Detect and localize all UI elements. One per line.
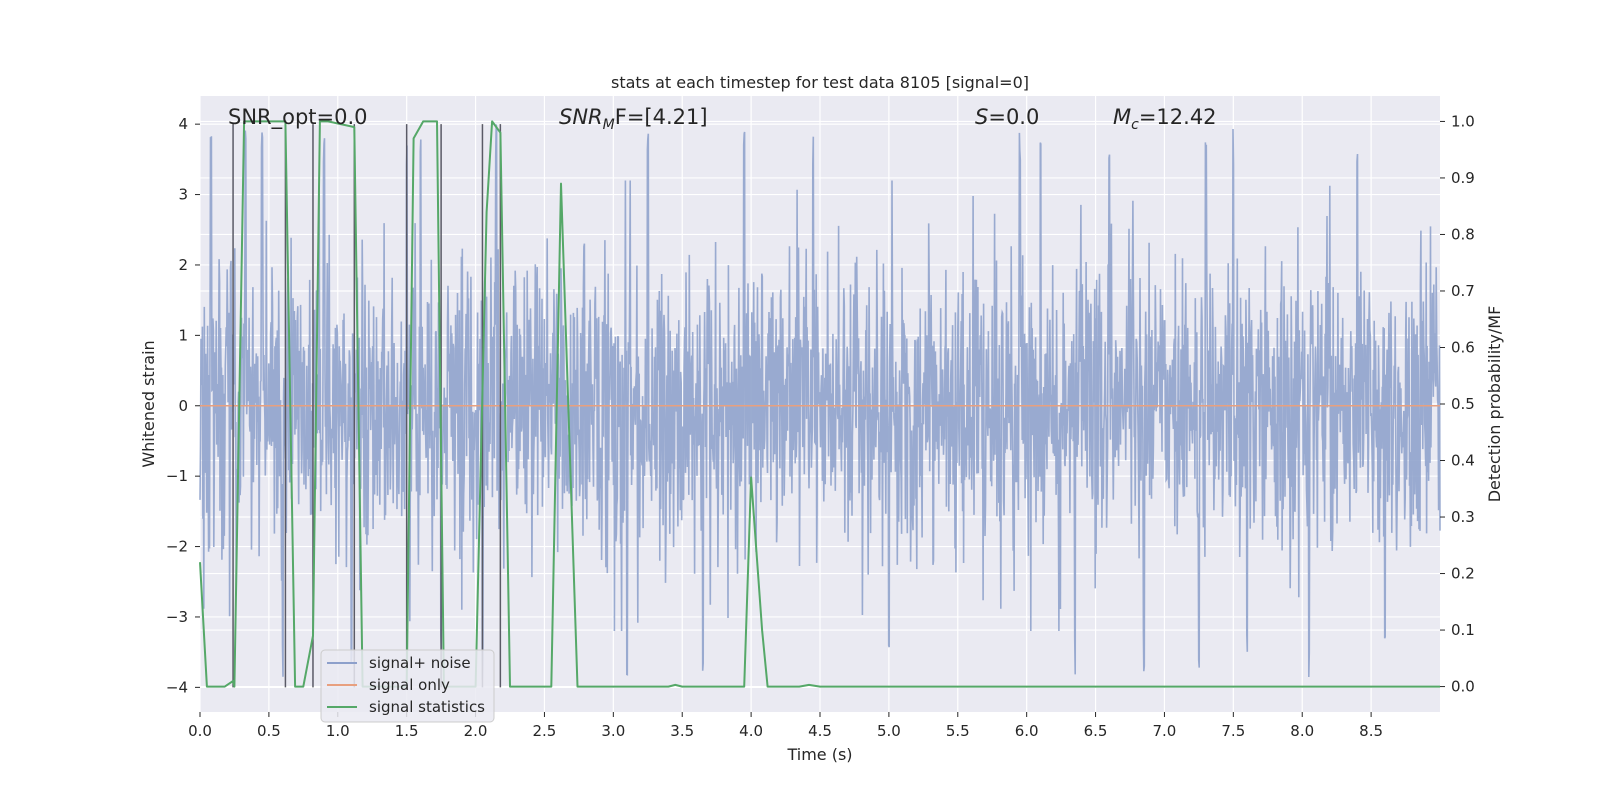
x-tick-label: 8.0 <box>1290 722 1314 740</box>
y2-tick-label: 0.2 <box>1451 565 1475 583</box>
y2-tick-label: 0.3 <box>1451 508 1475 526</box>
snr-mf-sub: M <box>603 117 615 133</box>
s-var: S <box>975 105 988 129</box>
mc-var: M <box>1113 105 1131 129</box>
y2-axis-label: Detection probability/MF <box>1485 306 1504 503</box>
chart-title: stats at each timestep for test data 810… <box>611 73 1029 92</box>
x-tick-label: 6.0 <box>1015 722 1039 740</box>
annotation-mc: Mc=12.42 <box>1113 105 1217 133</box>
y2-tick-label: 1.0 <box>1451 112 1475 130</box>
y-tick-label: 3 <box>178 186 188 204</box>
x-tick-label: 1.5 <box>395 722 419 740</box>
y-tick-label: 2 <box>178 256 188 274</box>
x-tick-label: 5.0 <box>877 722 901 740</box>
event-lines <box>232 124 502 688</box>
y-tick-label: 4 <box>178 115 188 133</box>
x-tick-label: 7.0 <box>1153 722 1177 740</box>
legend-label-signal-noise: signal+ noise <box>369 654 471 672</box>
y-axis-label: Whitened strain <box>139 340 158 467</box>
annotation-snr-mf: SNRMF=[4.21] <box>559 105 708 133</box>
y2-tick-label: 0.4 <box>1451 452 1475 470</box>
legend-label-signal-only: signal only <box>369 676 450 694</box>
x-tick-label: 0.0 <box>188 722 212 740</box>
x-tick-label: 1.0 <box>326 722 350 740</box>
mc-sub: c <box>1131 117 1139 133</box>
y2-tick-label: 0.8 <box>1451 225 1475 243</box>
x-axis-label: Time (s) <box>786 745 852 764</box>
x-tick-label: 2.0 <box>464 722 488 740</box>
legend-box <box>320 649 495 723</box>
y2-tick-label: 0.7 <box>1451 282 1475 300</box>
y-tick-label: −4 <box>166 678 188 696</box>
x-tick-label: 6.5 <box>1084 722 1108 740</box>
y2-tick-label: 0.0 <box>1451 678 1475 696</box>
s-rest: =0.0 <box>988 105 1039 129</box>
mc-rest: =12.42 <box>1139 105 1217 129</box>
legend: signal+ noise signal only signal statist… <box>320 649 495 723</box>
annotation-snr-opt: SNR_opt=0.0 <box>228 105 368 130</box>
x-tick-label: 3.5 <box>670 722 694 740</box>
axis-ticks: 0.0 0.5 1.0 1.5 2.0 2.5 3.0 3.5 4.0 4.5 5.0 5.5 6.0 6… <box>166 112 1475 740</box>
x-tick-label: 5.5 <box>946 722 970 740</box>
annotation-s: S=0.0 <box>975 105 1039 129</box>
y2-tick-label: 0.5 <box>1451 395 1475 413</box>
legend-label-signal-statistics: signal statistics <box>369 698 485 716</box>
x-tick-label: 3.0 <box>601 722 625 740</box>
y2-tick-label: 0.6 <box>1451 338 1475 356</box>
x-tick-label: 4.5 <box>808 722 832 740</box>
x-tick-label: 8.5 <box>1359 722 1383 740</box>
x-tick-label: 0.5 <box>257 722 281 740</box>
x-tick-label: 2.5 <box>533 722 557 740</box>
snr-mf-main: SNR <box>559 105 603 129</box>
y-tick-label: −1 <box>166 467 188 485</box>
snr-mf-rest: F=[4.21] <box>615 105 708 129</box>
y-tick-label: 0 <box>178 397 188 415</box>
y2-tick-label: 0.1 <box>1451 621 1475 639</box>
y2-tick-label: 0.9 <box>1451 169 1475 187</box>
x-tick-label: 7.5 <box>1221 722 1245 740</box>
y-tick-label: −3 <box>166 608 188 626</box>
y-tick-label: −2 <box>166 538 188 556</box>
x-tick-label: 4.0 <box>739 722 763 740</box>
y-tick-label: 1 <box>178 326 188 344</box>
